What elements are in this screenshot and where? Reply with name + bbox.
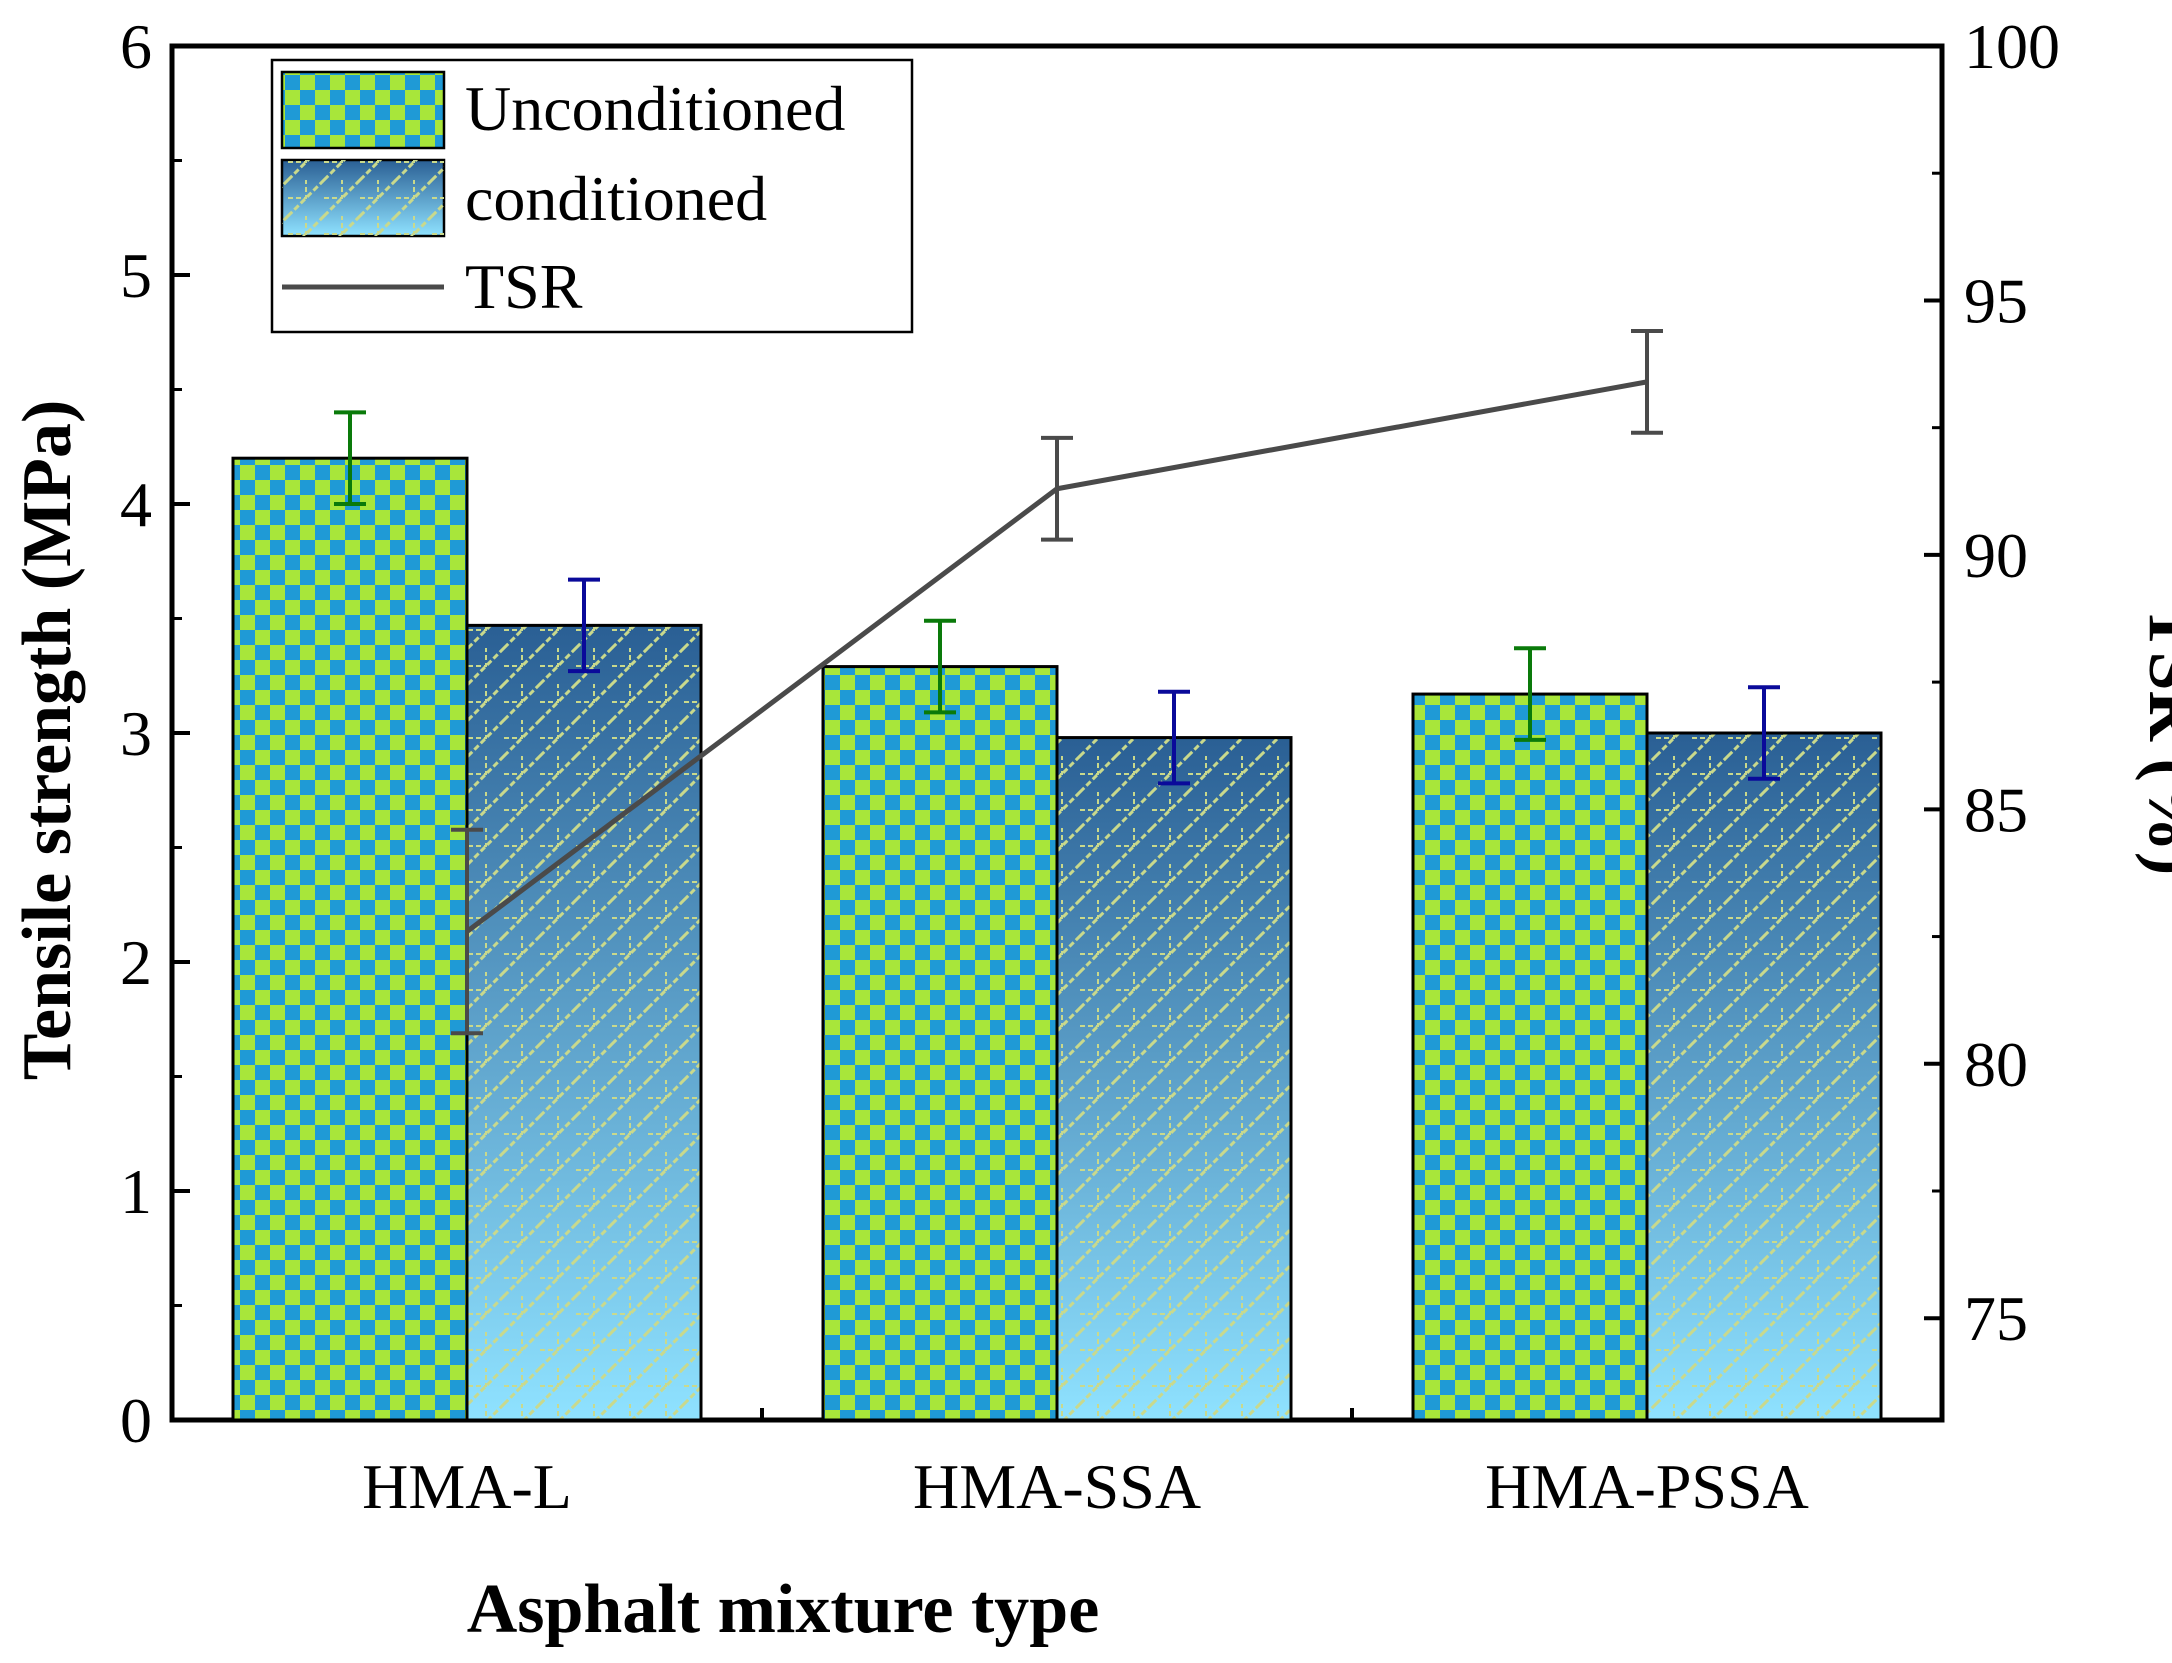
y-axis-title: Tensile strength (MPa) bbox=[9, 400, 86, 1081]
bar-unconditioned bbox=[821, 665, 1059, 1422]
y-tick-label: 5 bbox=[120, 240, 152, 311]
legend: Unconditioned conditioned TSR bbox=[270, 58, 914, 334]
tsr-series bbox=[451, 328, 1663, 1036]
y-tick-label: 6 bbox=[120, 11, 152, 82]
y2-tick-label: 80 bbox=[1964, 1029, 2028, 1100]
y2-tick-label: 85 bbox=[1964, 774, 2028, 845]
x-tick-label: HMA-SSA bbox=[913, 1451, 1201, 1522]
y2-tick-label: 100 bbox=[1964, 11, 2060, 82]
y2-axis-title: TSR (%) bbox=[2134, 605, 2172, 875]
bar-unconditioned bbox=[231, 456, 469, 1422]
x-axis-title: Asphalt mixture type bbox=[467, 1571, 1100, 1648]
y2-tick-label: 90 bbox=[1964, 520, 2028, 591]
y-tick-label: 4 bbox=[120, 469, 152, 540]
legend-label-tsr: TSR bbox=[465, 251, 583, 322]
y-tick-label: 0 bbox=[120, 1385, 152, 1456]
legend-swatch-unconditioned bbox=[280, 70, 446, 150]
bar-conditioned-texture bbox=[1645, 731, 1883, 1422]
bar-unconditioned bbox=[1411, 692, 1649, 1422]
bar-conditioned-texture bbox=[465, 623, 703, 1422]
x-tick-label: HMA-L bbox=[362, 1451, 572, 1522]
legend-label-unconditioned: Unconditioned bbox=[465, 73, 845, 144]
y2-tick-label: 95 bbox=[1964, 265, 2028, 336]
y-tick-label: 2 bbox=[120, 927, 152, 998]
y-tick-label: 3 bbox=[120, 698, 152, 769]
bar-conditioned-texture bbox=[1055, 736, 1293, 1422]
x-tick-label: HMA-PSSA bbox=[1485, 1451, 1809, 1522]
y-tick-label: 1 bbox=[120, 1156, 152, 1227]
legend-swatch-conditioned-texture bbox=[282, 160, 444, 236]
y2-tick-label: 75 bbox=[1964, 1283, 2028, 1354]
legend-label-conditioned: conditioned bbox=[465, 163, 767, 234]
bars bbox=[231, 410, 1883, 1422]
